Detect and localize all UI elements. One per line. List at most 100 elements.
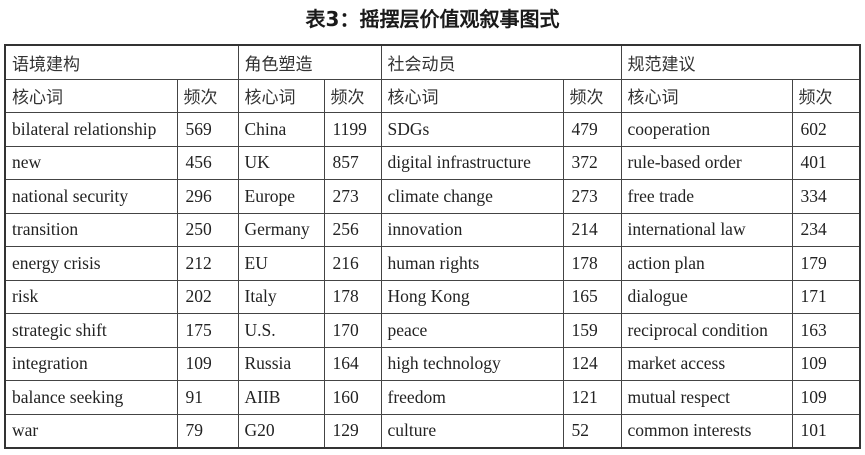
category-context-construction: 语境建构 xyxy=(4,44,239,80)
frequency-header: 频次 xyxy=(323,78,382,113)
keyword-cell: Europe xyxy=(237,179,325,214)
frequency-cell: 250 xyxy=(176,212,239,247)
frequency-cell: 178 xyxy=(323,279,382,314)
keyword-header: 核心词 xyxy=(380,78,564,113)
frequency-cell: 129 xyxy=(323,413,382,449)
keyword-cell: balance seeking xyxy=(4,380,178,415)
frequency-cell: 163 xyxy=(791,313,861,348)
frequency-cell: 165 xyxy=(562,279,622,314)
frequency-cell: 171 xyxy=(791,279,861,314)
keyword-cell: digital infrastructure xyxy=(380,145,564,180)
keyword-cell: national security xyxy=(4,179,178,214)
keyword-cell: AIIB xyxy=(237,380,325,415)
keyword-cell: Russia xyxy=(237,346,325,381)
keyword-cell: strategic shift xyxy=(4,313,178,348)
frequency-cell: 296 xyxy=(176,179,239,214)
frequency-cell: 857 xyxy=(323,145,382,180)
keyword-cell: UK xyxy=(237,145,325,180)
frequency-cell: 52 xyxy=(562,413,622,449)
table-row: bilateral relationship 569 China 1199 SDGs 47… xyxy=(4,112,861,147)
category-normative-suggestion: 规范建议 xyxy=(620,44,861,80)
frequency-header: 频次 xyxy=(791,78,861,113)
frequency-cell: 456 xyxy=(176,145,239,180)
frequency-cell: 214 xyxy=(562,212,622,247)
keyword-cell: risk xyxy=(4,279,178,314)
frequency-cell: 569 xyxy=(176,112,239,147)
keyword-cell: common interests xyxy=(620,413,793,449)
keyword-cell: mutual respect xyxy=(620,380,793,415)
frequency-cell: 372 xyxy=(562,145,622,180)
keyword-cell: freedom xyxy=(380,380,564,415)
keyword-cell: reciprocal condition xyxy=(620,313,793,348)
keyword-cell: market access xyxy=(620,346,793,381)
frequency-cell: 159 xyxy=(562,313,622,348)
keyword-cell: cooperation xyxy=(620,112,793,147)
keyword-cell: bilateral relationship xyxy=(4,112,178,147)
narrative-schema-table: 语境建构 角色塑造 社会动员 规范建议 核心词 频次 核心词 频次 核心词 频次… xyxy=(4,44,861,449)
keyword-cell: Hong Kong xyxy=(380,279,564,314)
keyword-cell: human rights xyxy=(380,246,564,281)
frequency-cell: 79 xyxy=(176,413,239,449)
keyword-cell: dialogue xyxy=(620,279,793,314)
keyword-cell: new xyxy=(4,145,178,180)
keyword-header: 核心词 xyxy=(237,78,325,113)
keyword-cell: U.S. xyxy=(237,313,325,348)
frequency-cell: 109 xyxy=(791,346,861,381)
table-row: strategic shift 175 U.S. 170 peace 159 recipro… xyxy=(4,313,861,348)
keyword-cell: G20 xyxy=(237,413,325,449)
frequency-cell: 212 xyxy=(176,246,239,281)
frequency-cell: 164 xyxy=(323,346,382,381)
category-social-mobilization: 社会动员 xyxy=(380,44,622,80)
keyword-cell: transition xyxy=(4,212,178,247)
keyword-cell: SDGs xyxy=(380,112,564,147)
table-row: national security 296 Europe 273 climate cha… xyxy=(4,179,861,214)
keyword-header: 核心词 xyxy=(620,78,793,113)
frequency-cell: 401 xyxy=(791,145,861,180)
frequency-cell: 109 xyxy=(176,346,239,381)
table-row: balance seeking 91 AIIB 160 freedom 121 mutual… xyxy=(4,380,861,415)
frequency-cell: 109 xyxy=(791,380,861,415)
keyword-cell: Italy xyxy=(237,279,325,314)
frequency-cell: 256 xyxy=(323,212,382,247)
frequency-cell: 273 xyxy=(562,179,622,214)
category-role-shaping: 角色塑造 xyxy=(237,44,382,80)
keyword-cell: rule-based order xyxy=(620,145,793,180)
frequency-cell: 602 xyxy=(791,112,861,147)
frequency-cell: 179 xyxy=(791,246,861,281)
table-row: risk 202 Italy 178 Hong Kong 165 dialogue 171 xyxy=(4,279,861,314)
table-body: 语境建构 角色塑造 社会动员 规范建议 核心词 频次 核心词 频次 核心词 频次… xyxy=(4,44,861,449)
frequency-cell: 178 xyxy=(562,246,622,281)
keyword-cell: energy crisis xyxy=(4,246,178,281)
frequency-header: 频次 xyxy=(562,78,622,113)
table-row: integration 109 Russia 164 high technology 12… xyxy=(4,346,861,381)
frequency-cell: 175 xyxy=(176,313,239,348)
frequency-cell: 124 xyxy=(562,346,622,381)
keyword-cell: war xyxy=(4,413,178,449)
keyword-cell: innovation xyxy=(380,212,564,247)
frequency-cell: 234 xyxy=(791,212,861,247)
keyword-cell: high technology xyxy=(380,346,564,381)
frequency-cell: 170 xyxy=(323,313,382,348)
keyword-cell: action plan xyxy=(620,246,793,281)
frequency-cell: 1199 xyxy=(323,112,382,147)
table-caption: 表3：摇摆层价值观叙事图式 xyxy=(305,7,560,31)
keyword-header: 核心词 xyxy=(4,78,178,113)
frequency-cell: 91 xyxy=(176,380,239,415)
frequency-cell: 334 xyxy=(791,179,861,214)
keyword-cell: free trade xyxy=(620,179,793,214)
frequency-cell: 273 xyxy=(323,179,382,214)
keyword-cell: climate change xyxy=(380,179,564,214)
frequency-cell: 121 xyxy=(562,380,622,415)
frequency-cell: 216 xyxy=(323,246,382,281)
table-row: transition 250 Germany 256 innovation 214 inte… xyxy=(4,212,861,247)
table-row: energy crisis 212 EU 216 human rights 178 acti… xyxy=(4,246,861,281)
keyword-cell: culture xyxy=(380,413,564,449)
frequency-cell: 101 xyxy=(791,413,861,449)
table-row: new 456 UK 857 digital infrastructure 372 rule… xyxy=(4,145,861,180)
keyword-cell: international law xyxy=(620,212,793,247)
column-header-row: 核心词 频次 核心词 频次 核心词 频次 核心词 频次 xyxy=(4,78,861,113)
table-row: war 79 G20 129 culture 52 common interests 101 xyxy=(4,413,861,449)
keyword-cell: integration xyxy=(4,346,178,381)
frequency-cell: 160 xyxy=(323,380,382,415)
frequency-cell: 202 xyxy=(176,279,239,314)
